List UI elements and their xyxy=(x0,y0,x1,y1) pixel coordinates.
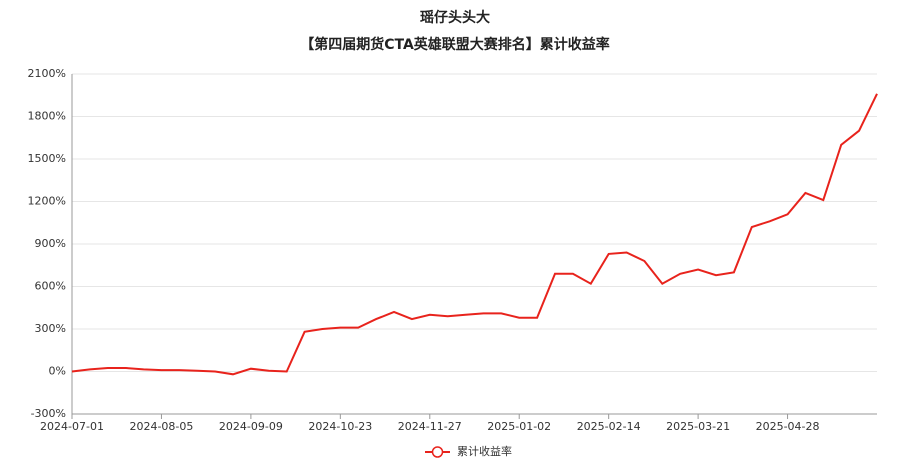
x-tick-label: 2025-01-02 xyxy=(487,420,551,433)
y-tick-label: 1500% xyxy=(28,152,66,165)
y-tick-label: 1200% xyxy=(28,195,66,208)
legend-label: 累计收益率 xyxy=(457,444,512,458)
x-tick-label: 2024-08-05 xyxy=(129,420,193,433)
y-tick-label: 900% xyxy=(35,237,66,250)
y-tick-label: 300% xyxy=(35,322,66,335)
y-tick-label: 2100% xyxy=(28,67,66,80)
x-tick-label: 2025-04-28 xyxy=(756,420,820,433)
y-tick-label: 600% xyxy=(35,280,66,293)
x-tick-label: 2024-10-23 xyxy=(308,420,372,433)
legend-marker xyxy=(431,446,444,458)
y-tick-label: 1800% xyxy=(28,110,66,123)
data-line xyxy=(71,93,878,376)
x-tick-label: 2024-09-09 xyxy=(219,420,283,433)
x-tick-label: 2025-03-21 xyxy=(666,420,730,433)
y-tick-label: 0% xyxy=(49,365,66,378)
chart-title: 瑶仔头头大 xyxy=(420,9,490,26)
x-tick-label: 2025-02-14 xyxy=(577,420,641,433)
y-tick-label: -300% xyxy=(31,407,66,420)
chart-subtitle: 【第四届期货CTA英雄联盟大赛排名】累计收益率 xyxy=(300,36,610,53)
x-tick-label: 2024-11-27 xyxy=(398,420,462,433)
x-tick-label: 2024-07-01 xyxy=(40,420,104,433)
